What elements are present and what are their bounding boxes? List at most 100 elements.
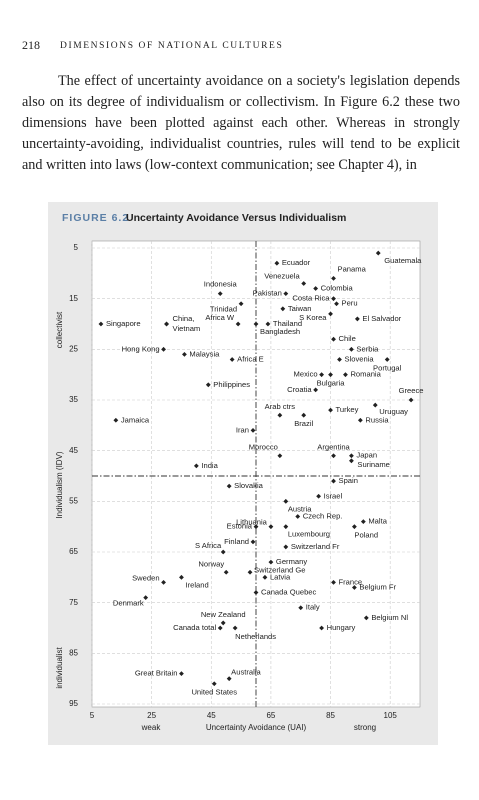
x-tick-label: 25 <box>147 711 156 720</box>
point-label: Chile <box>339 334 356 343</box>
point <box>98 321 104 327</box>
y-tick-label: 55 <box>69 496 78 505</box>
point <box>182 352 187 357</box>
x-tick-label: 5 <box>90 711 95 720</box>
point <box>331 453 336 459</box>
x-tick-label: 45 <box>207 711 216 720</box>
point-label: Great Britain <box>135 669 178 678</box>
point-label: New Zealand <box>201 610 246 619</box>
point <box>211 681 217 687</box>
point-label: Venezuela <box>264 271 300 280</box>
point <box>354 316 360 322</box>
point <box>360 519 366 524</box>
figure-label: FIGURE 6.2 <box>62 212 129 224</box>
y-tick-label: 5 <box>74 243 79 252</box>
point-label: Indonesia <box>204 280 238 289</box>
point <box>352 524 357 530</box>
point <box>280 306 286 312</box>
point-label: Singapore <box>106 319 141 328</box>
x-end-label: strong <box>354 723 376 732</box>
point <box>301 281 307 286</box>
point <box>265 321 271 327</box>
point-label: Africa E <box>237 354 264 363</box>
point <box>179 574 184 580</box>
point <box>217 291 223 296</box>
point <box>331 276 336 281</box>
point <box>179 671 184 676</box>
point <box>113 417 119 423</box>
point-label: Lithuania <box>236 518 268 527</box>
point-label: Croatia <box>287 385 312 394</box>
y-end-label: collectivist <box>55 311 64 348</box>
y-end-label: individualist <box>55 647 64 689</box>
y-tick-label: 95 <box>69 699 78 708</box>
point <box>328 407 333 413</box>
point-label: Africa W <box>205 313 235 322</box>
point <box>268 524 274 530</box>
x-tick-label: 65 <box>266 711 275 720</box>
point <box>223 569 229 575</box>
chart-title: Uncertainty Avoidance Versus Individuali… <box>126 212 346 224</box>
point-label: Sweden <box>132 573 159 582</box>
body-paragraph: The effect of uncertainty avoidance on a… <box>22 73 460 173</box>
point-label: Suriname <box>357 460 390 469</box>
point <box>205 382 211 388</box>
point <box>298 605 304 611</box>
point <box>349 346 354 352</box>
point-label: Serbia <box>356 344 379 353</box>
point-label: Ecuador <box>282 258 311 267</box>
point-label: France <box>339 577 363 586</box>
point-label: Costa Rica <box>292 294 330 303</box>
point-label: Panama <box>338 264 367 273</box>
point <box>283 544 289 550</box>
point <box>301 412 307 418</box>
point <box>161 346 166 352</box>
point-label: Argentina <box>317 443 350 452</box>
point <box>384 357 390 362</box>
point <box>328 372 333 378</box>
page-number: 218 <box>22 38 40 52</box>
point-label: Pakistan <box>253 289 282 298</box>
point <box>295 514 301 519</box>
point-label: Belgium Nl <box>371 613 408 622</box>
point <box>253 321 259 327</box>
point <box>226 676 232 682</box>
point <box>313 387 319 393</box>
point-label: Uruguay <box>379 407 408 416</box>
point-label: Israel <box>324 491 343 500</box>
point <box>235 321 241 327</box>
point-label: Japan <box>356 451 377 460</box>
point <box>283 498 289 504</box>
point-label: Bangladesh <box>260 327 300 336</box>
point-label: Greece <box>399 386 424 395</box>
point <box>337 357 342 362</box>
y-tick-label: 35 <box>69 395 78 404</box>
point <box>334 301 339 307</box>
point-label: Estonia <box>227 522 253 531</box>
point <box>164 321 169 327</box>
point-label: Turkey <box>336 405 359 414</box>
point-label: Portugal <box>373 363 402 372</box>
point <box>193 463 199 469</box>
point-label: Morocco <box>249 443 278 452</box>
point <box>268 559 274 565</box>
point <box>277 412 283 418</box>
point <box>262 574 268 580</box>
point <box>226 483 232 489</box>
point-label: Spain <box>339 476 358 485</box>
point-label: Jamaica <box>121 415 150 424</box>
point-label: China, <box>173 314 195 323</box>
point-label: Slovakia <box>234 481 263 490</box>
point-label: Switzerland Fr <box>291 542 340 551</box>
point <box>316 493 322 499</box>
point-label: United States <box>191 688 237 697</box>
point <box>143 595 149 600</box>
point <box>319 625 324 631</box>
point <box>313 286 319 291</box>
point-label: Mexico <box>294 370 318 379</box>
point <box>328 311 333 317</box>
point <box>283 291 289 296</box>
y-tick-label: 75 <box>69 598 78 607</box>
point <box>352 585 357 590</box>
